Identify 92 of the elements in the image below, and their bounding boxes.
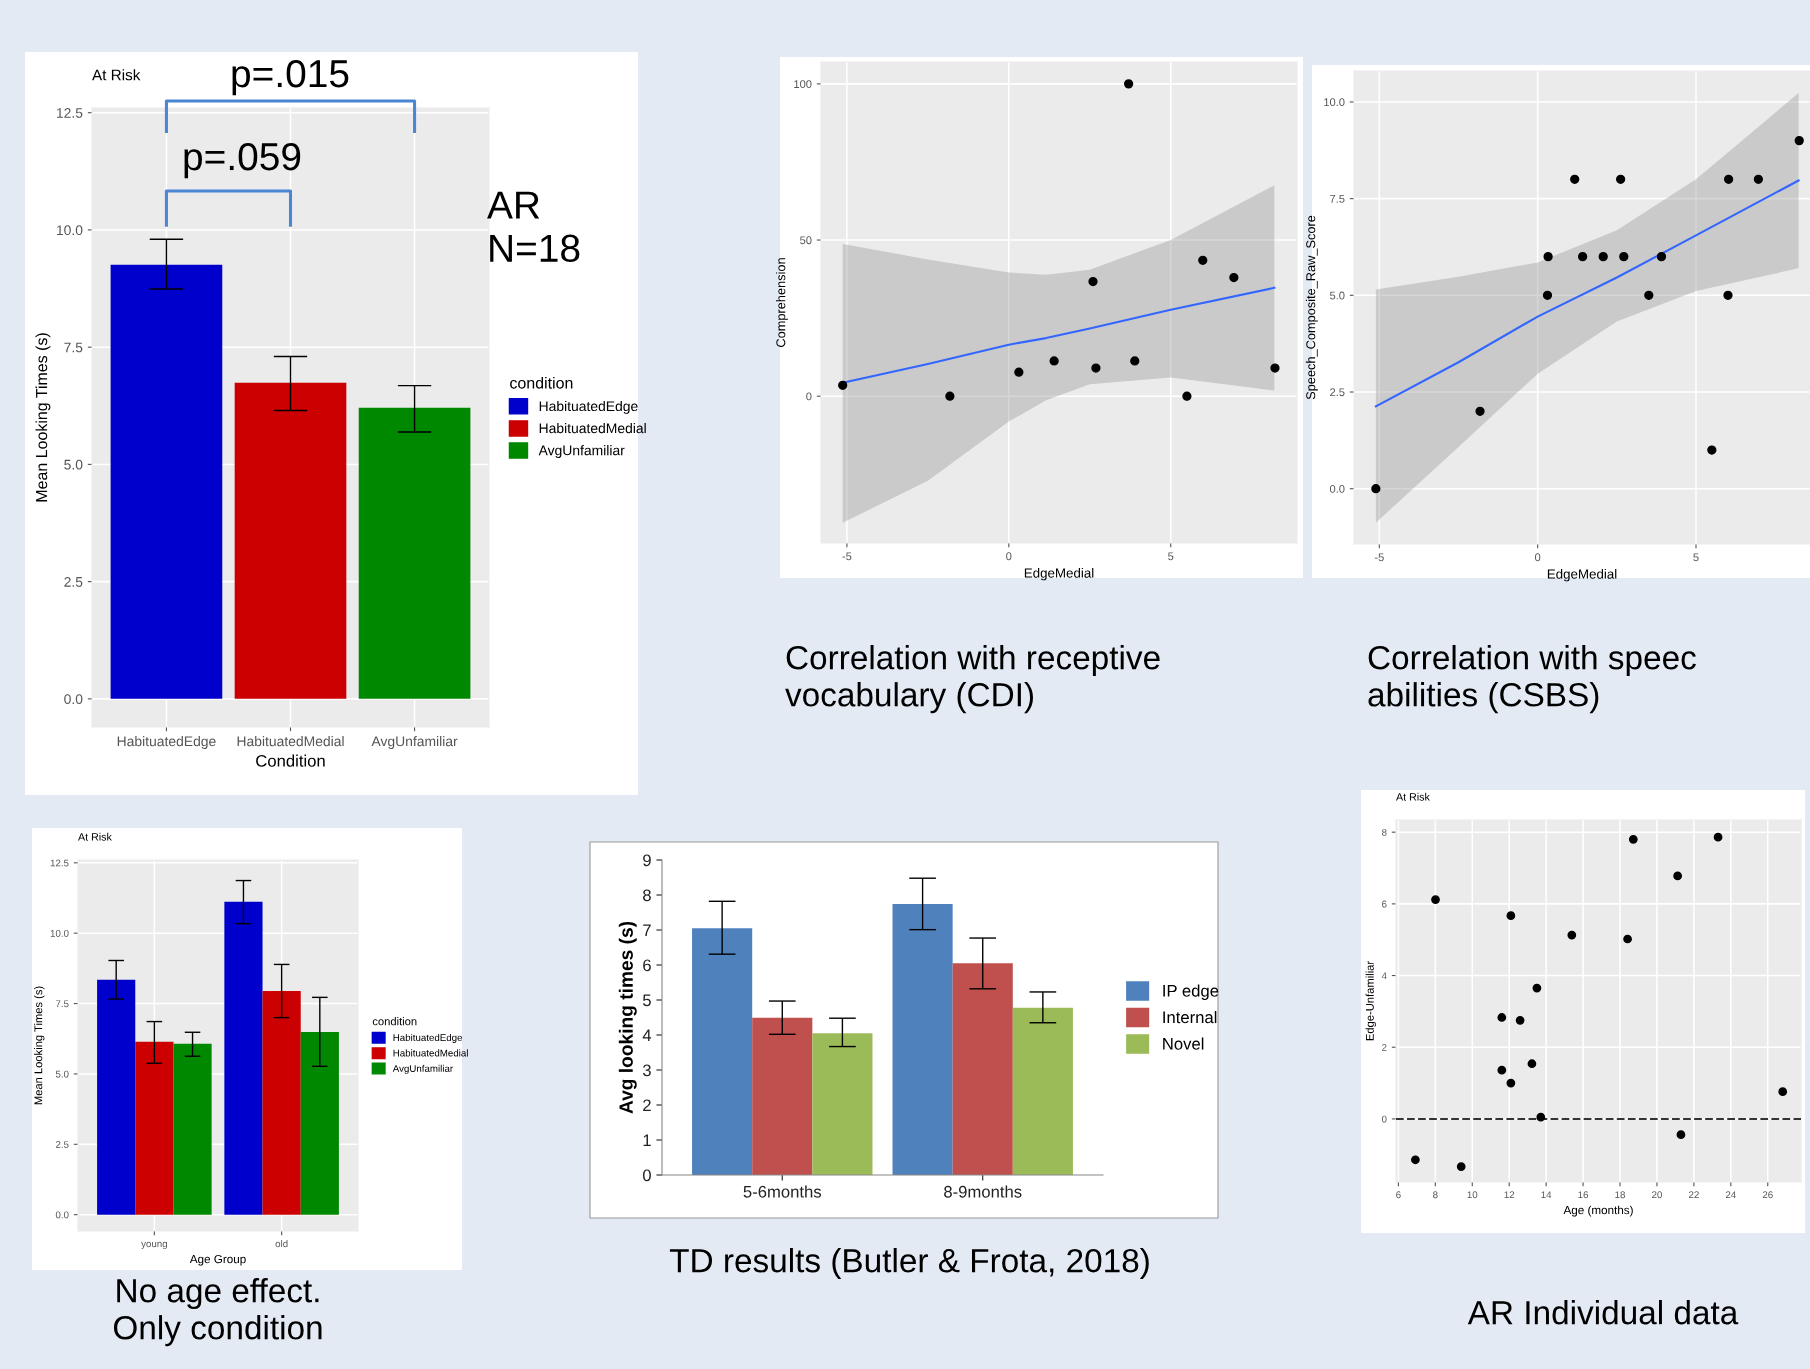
text: Correlation with receptive vocabulary (CDI) (785, 645, 1160, 714)
y-tick-label: 100 (794, 80, 812, 88)
x-tick-label: 8-9months (944, 1185, 1022, 1198)
x-tick-label: AvgUnfamiliar (371, 736, 458, 749)
x-tick-label: 5 (1693, 553, 1699, 562)
legend-label: Novel (1163, 1037, 1204, 1050)
y-tick-label: 0.0 (64, 694, 83, 705)
y-tick-label: 12.5 (50, 859, 69, 867)
x-tick-label: 14 (1541, 1191, 1552, 1199)
legend-label: AvgUnfamiliar (538, 445, 625, 459)
y-tick-label: 10.0 (1324, 98, 1345, 107)
y-tick-label: 2.5 (64, 576, 83, 587)
y-tick-label: 7.5 (55, 1000, 69, 1008)
x-axis-title: Age (months) (1563, 1205, 1633, 1217)
text: No age effect. Only condition (113, 1278, 322, 1347)
y-axis-title: Mean Looking Times (s) (35, 333, 51, 502)
x-tick-label: 26 (1762, 1191, 1773, 1199)
y-tick-label: 4 (1381, 972, 1387, 980)
y-tick-label: 50 (800, 236, 812, 245)
x-tick-label: HabituatedMedial (237, 736, 344, 747)
y-tick-label: 0 (642, 1169, 651, 1182)
y-tick-label: 9 (643, 854, 651, 867)
y-axis-title: Speech_Composite_Raw_Score (1305, 215, 1318, 400)
y-tick-label: 0 (806, 392, 812, 401)
x-tick-label: 5-6months (743, 1185, 822, 1198)
y-tick-label: 1 (643, 1134, 651, 1147)
x-tick-label: -5 (1374, 553, 1384, 562)
y-tick-label: 10.0 (57, 225, 83, 236)
x-axis-title: Age Group (189, 1254, 246, 1266)
x-tick-label: 0 (1006, 552, 1012, 561)
x-tick-label: 16 (1578, 1191, 1589, 1199)
text: AR Individual data (1467, 1300, 1739, 1325)
y-axis-title: Comprehension (775, 258, 788, 347)
text: Correlation with speec abilities (CSBS) (1368, 645, 1696, 714)
legend-label: AvgUnfamiliar (392, 1064, 453, 1074)
y-tick-label: 3 (642, 1064, 651, 1077)
y-axis-title: Avg looking times (s) (618, 921, 637, 1114)
legend-label: HabituatedMedial (539, 423, 646, 434)
x-axis-title: EdgeMedial (1024, 567, 1094, 581)
x-tick-label: 10 (1467, 1191, 1478, 1199)
y-axis-title: Mean Looking Times (s) (34, 986, 45, 1105)
legend-label: HabituatedEdge (539, 400, 638, 414)
y-tick-label: 2 (643, 1099, 651, 1112)
x-tick-label: young (141, 1241, 167, 1250)
text: TD results (Butler & Frota, 2018) (669, 1248, 1149, 1280)
x-axis-title: EdgeMedial (1547, 568, 1617, 582)
x-tick-label: 0 (1535, 553, 1541, 562)
x-tick-label: 5 (1168, 552, 1174, 561)
chart-title: At Risk (1396, 792, 1430, 801)
x-tick-label: 20 (1652, 1191, 1662, 1199)
x-tick-label: 18 (1615, 1191, 1625, 1199)
chart-title: At Risk (78, 832, 112, 841)
y-tick-label: 0.0 (1329, 484, 1345, 493)
y-tick-label: 6 (1382, 900, 1387, 908)
legend-title: condition (372, 1017, 417, 1026)
y-tick-label: 7.5 (64, 342, 83, 353)
x-tick-label: HabituatedEdge (117, 736, 216, 749)
y-tick-label: 8 (1381, 828, 1387, 836)
x-tick-label: 6 (1396, 1191, 1401, 1199)
x-tick-label: 22 (1688, 1191, 1699, 1199)
y-tick-label: 0 (1381, 1115, 1387, 1123)
y-tick-label: 2.5 (55, 1141, 69, 1148)
y-tick-label: 2 (1382, 1043, 1387, 1051)
y-tick-label: 0.0 (55, 1211, 69, 1219)
y-tick-label: 6 (643, 959, 651, 972)
x-tick-label: -5 (842, 552, 852, 561)
annotation: AR N=18 (487, 191, 580, 263)
y-tick-label: 5.0 (64, 459, 83, 470)
y-tick-label: 7.5 (1330, 195, 1345, 203)
legend-title: condition (510, 376, 573, 389)
x-tick-label: 12 (1504, 1191, 1515, 1199)
y-tick-label: 12.5 (57, 108, 83, 118)
y-tick-label: 8 (643, 889, 651, 902)
y-tick-label: 2.5 (1330, 388, 1345, 397)
chart-title: At Risk (92, 69, 141, 81)
y-tick-label: 7 (643, 924, 651, 937)
x-axis-title: Condition (256, 754, 325, 767)
legend-label: HabituatedEdge (393, 1033, 463, 1043)
x-tick-label: 8 (1433, 1191, 1438, 1199)
legend-label: HabituatedMedial (393, 1049, 468, 1057)
y-tick-label: 5 (642, 994, 651, 1007)
legend-label: Internal (1163, 1011, 1217, 1024)
annotation: p=.059 (184, 142, 301, 179)
text: p=.015 (232, 59, 349, 96)
y-tick-label: 5.0 (1329, 291, 1345, 300)
x-tick-label: 24 (1725, 1191, 1736, 1199)
y-tick-label: 5.0 (55, 1070, 69, 1078)
x-tick-label: old (275, 1240, 288, 1248)
y-axis-title: Edge-Unfamiliar (1365, 961, 1377, 1041)
legend-label: IP edge (1163, 984, 1219, 1001)
y-tick-label: 10.0 (50, 929, 69, 937)
y-tick-label: 4 (642, 1029, 652, 1042)
